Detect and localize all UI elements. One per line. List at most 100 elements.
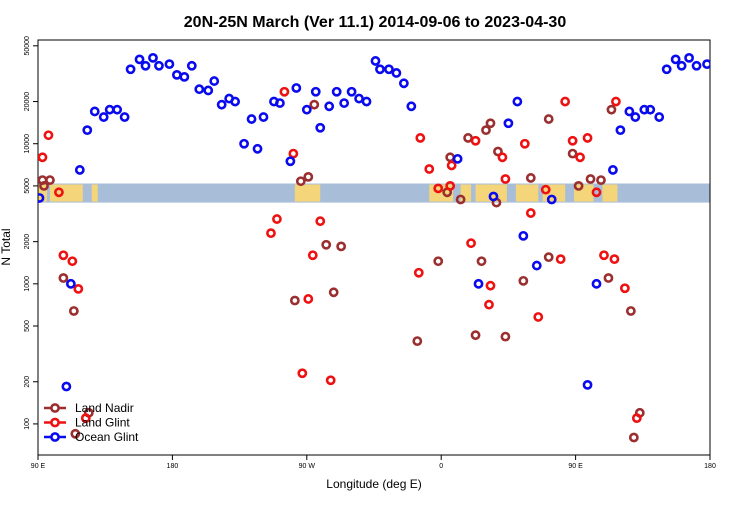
data-point <box>691 60 702 71</box>
data-point <box>661 64 672 75</box>
data-point <box>279 86 290 97</box>
data-point <box>424 164 435 174</box>
data-point <box>89 106 100 117</box>
data-point <box>370 56 381 66</box>
data-point <box>500 331 511 342</box>
data-point <box>252 143 263 154</box>
data-point <box>575 152 585 163</box>
data-point <box>599 250 609 261</box>
data-point <box>288 148 299 159</box>
data-point <box>275 98 285 108</box>
data-point <box>295 176 306 187</box>
data-point <box>266 228 276 239</box>
data-point <box>625 306 636 316</box>
data-point <box>582 379 593 390</box>
map-land <box>602 184 618 202</box>
data-point <box>186 60 197 71</box>
y-tick-label: 2000 <box>24 234 31 250</box>
data-point <box>518 230 529 241</box>
data-point <box>80 413 91 424</box>
legend-marker <box>50 403 60 413</box>
data-point <box>582 133 593 143</box>
data-point <box>43 130 54 141</box>
data-point <box>481 125 491 136</box>
data-point <box>609 254 620 265</box>
y-tick-label: 100 <box>24 418 31 430</box>
data-point <box>676 60 687 71</box>
data-point <box>624 106 635 117</box>
map-land <box>574 184 594 202</box>
data-point <box>73 283 84 294</box>
data-point <box>485 280 496 291</box>
data-point <box>628 432 639 443</box>
data-point <box>39 180 49 191</box>
data-point <box>398 78 409 89</box>
data-point <box>54 187 64 198</box>
data-point <box>164 59 175 70</box>
data-point <box>567 148 578 159</box>
data-point <box>297 368 308 379</box>
data-point <box>455 194 466 205</box>
y-tick-label: 500 <box>24 320 31 332</box>
data-point <box>375 64 385 75</box>
y-axis-label: N Total <box>0 228 13 265</box>
data-point <box>272 214 282 224</box>
data-point <box>125 64 136 75</box>
data-point <box>500 174 511 184</box>
data-point <box>631 413 642 424</box>
data-point <box>433 183 444 194</box>
data-point <box>361 96 372 107</box>
data-point <box>70 428 81 439</box>
data-point <box>654 112 665 122</box>
data-point <box>702 59 710 70</box>
data-point <box>531 260 542 271</box>
data-point <box>470 135 481 146</box>
data-point <box>473 278 484 289</box>
data-point <box>98 112 109 122</box>
y-tick-label: 20000 <box>24 92 31 112</box>
data-point <box>65 278 76 289</box>
data-point <box>194 84 205 95</box>
data-point <box>543 252 554 263</box>
map-strip <box>38 183 710 203</box>
data-point <box>216 99 227 110</box>
data-point <box>112 104 123 115</box>
legend-label: Ocean Glint <box>75 430 139 444</box>
plot-frame <box>37 39 711 456</box>
data-point <box>239 138 249 149</box>
data-point <box>134 54 145 65</box>
data-point <box>45 175 55 185</box>
data-point <box>171 69 182 80</box>
data-point <box>209 76 220 86</box>
data-point <box>445 180 456 191</box>
data-point <box>303 294 314 304</box>
data-point <box>325 375 336 386</box>
y-tick-label: 1000 <box>24 276 31 292</box>
data-point <box>321 239 332 250</box>
legend-marker <box>50 417 60 428</box>
data-point <box>445 152 456 163</box>
data-point <box>560 96 571 107</box>
x-tick-label: 90 E <box>568 463 583 470</box>
x-tick-label: 90 E <box>31 463 46 470</box>
data-point <box>291 83 302 93</box>
data-point <box>533 312 544 322</box>
data-point <box>339 98 350 108</box>
data-point <box>470 330 481 341</box>
data-point <box>503 118 514 129</box>
data-point <box>82 125 93 136</box>
data-point <box>203 85 214 96</box>
data-point <box>608 165 618 175</box>
data-point <box>606 104 617 115</box>
map-land <box>91 184 98 202</box>
y-tick-label: 5000 <box>24 178 31 194</box>
data-point <box>331 86 342 97</box>
data-point <box>230 96 241 107</box>
axes: 90 E 180 90 W 0 90 E 180 100 200 500 1000 2000 5000… <box>24 36 716 470</box>
data-point <box>140 60 151 71</box>
x-tick-label: 180 <box>167 463 179 470</box>
legend-label: Land Nadir <box>75 401 134 415</box>
